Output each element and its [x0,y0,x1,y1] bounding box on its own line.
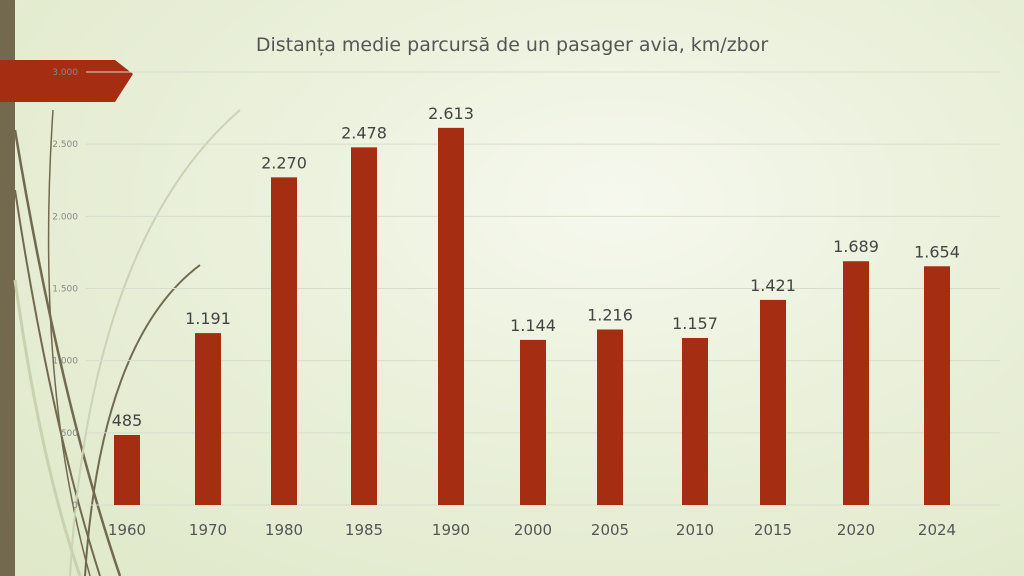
data-label: 1.191 [185,309,231,328]
x-tick-label: 1985 [345,521,383,539]
y-tick-label: 2.000 [52,212,78,222]
bar [195,333,221,505]
y-tick-label: 1.000 [52,357,78,367]
x-tick-label: 1970 [189,521,227,539]
y-tick-label: 2.500 [52,140,78,150]
y-tick-label: 0 [72,501,78,511]
data-label: 485 [112,411,143,430]
bar [682,338,708,505]
data-label: 1.144 [510,316,556,335]
data-label: 1.216 [587,305,633,324]
x-tick-label: 2010 [676,521,714,539]
bar [597,329,623,505]
bar [924,266,950,505]
x-tick-label: 1980 [265,521,303,539]
x-tick-label: 2015 [754,521,792,539]
bar [760,299,786,505]
data-label: 2.478 [341,123,387,142]
data-label: 1.421 [750,276,796,295]
y-tick-label: 3.000 [52,68,78,78]
bar [843,261,869,505]
x-tick-label: 1990 [432,521,470,539]
data-label: 1.654 [914,242,960,261]
data-label: 2.613 [428,104,474,123]
x-tick-label: 2005 [591,521,629,539]
x-tick-label: 1960 [108,521,146,539]
x-tick-label: 2000 [514,521,552,539]
left-sidebar-stripe [0,0,15,576]
y-tick-label: 500 [61,429,78,439]
bar [114,434,140,505]
data-label: 1.689 [833,237,879,256]
bar [351,147,377,506]
bar [520,339,546,505]
x-tick-label: 2020 [837,521,875,539]
x-tick-label: 2024 [918,521,956,539]
y-tick-label: 1.500 [52,285,78,295]
bar [271,177,297,505]
data-label: 2.270 [261,153,307,172]
chart-title: Distanța medie parcursă de un pasager av… [255,34,769,56]
data-label: 1.157 [672,314,718,333]
accent-arrow-banner [0,60,133,102]
bar [438,127,464,506]
